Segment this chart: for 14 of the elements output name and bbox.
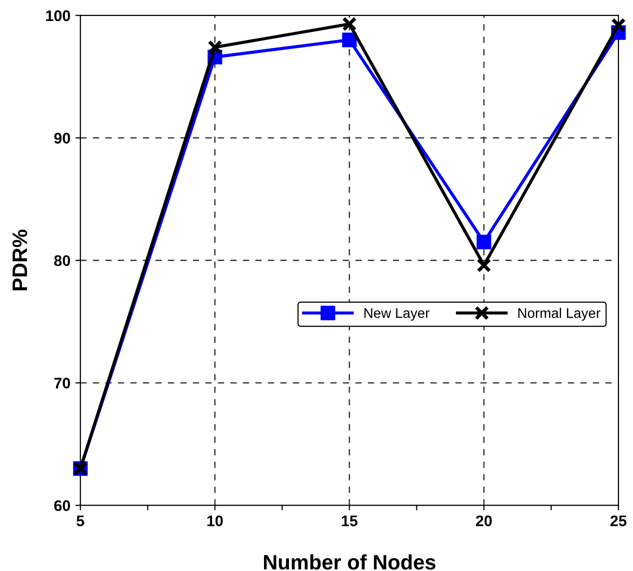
y-tick-label: 90 [54,132,70,144]
x-tick-label: 25 [610,515,627,526]
x-tick-label: 20 [476,515,492,526]
y-tick-label: 60 [54,500,70,512]
y-tick-label: 80 [54,255,70,266]
legend-label: Normal Layer [518,308,600,321]
x-tick-label: 10 [207,515,223,526]
y-axis-title: PDR% [12,230,28,290]
y-tick-label: 70 [54,378,70,389]
x-tick-label: 15 [342,516,358,526]
y-tick-label: 100 [46,10,70,22]
x-axis-title: Number of Nodes [264,554,436,570]
legend-label: New Layer [364,308,430,321]
x-tick-label: 5 [76,516,84,526]
